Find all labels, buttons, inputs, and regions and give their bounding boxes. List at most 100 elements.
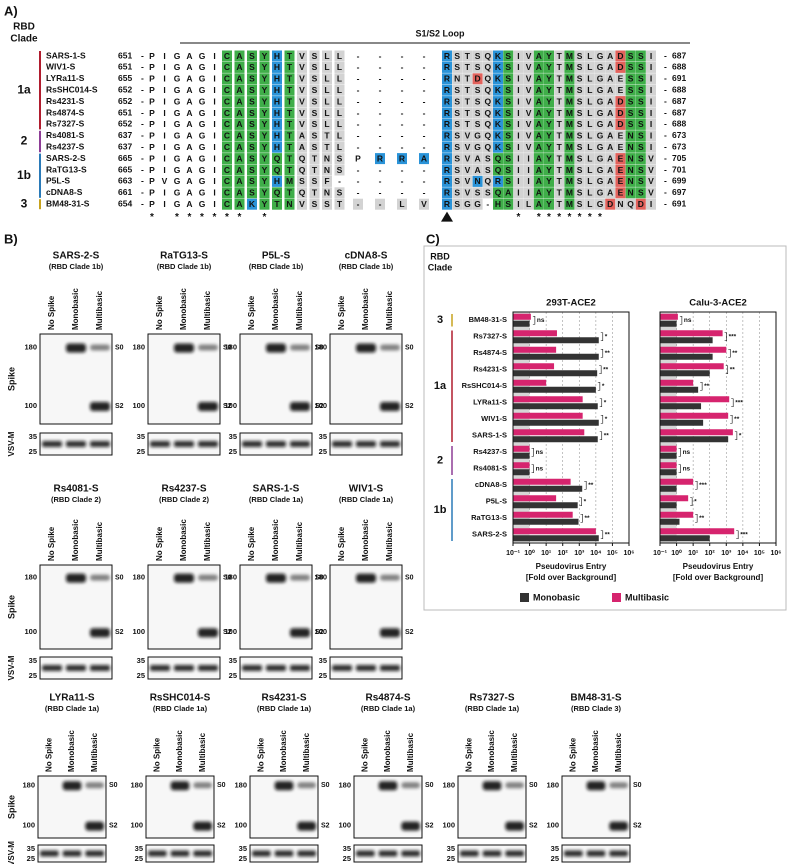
residue: I bbox=[527, 153, 529, 163]
residue: R bbox=[444, 165, 450, 175]
band bbox=[66, 441, 86, 447]
residue: V bbox=[465, 131, 471, 141]
residue: A bbox=[607, 176, 613, 186]
blot-axis-label: VSV-M bbox=[7, 841, 16, 864]
band bbox=[198, 665, 218, 671]
residue-cell bbox=[284, 153, 295, 165]
residue: S bbox=[454, 153, 460, 163]
residue-cell bbox=[544, 96, 554, 108]
significance-bracket bbox=[584, 480, 587, 490]
residue: H bbox=[495, 199, 501, 209]
residue-cell bbox=[259, 141, 270, 153]
residue: V bbox=[465, 153, 471, 163]
residue: I bbox=[163, 142, 165, 152]
band-label: S2 bbox=[425, 822, 434, 829]
residue-cell bbox=[222, 187, 232, 199]
residue: G bbox=[199, 108, 206, 118]
residue: S bbox=[638, 165, 644, 175]
significance-label: *** bbox=[699, 482, 707, 489]
residue: C bbox=[224, 51, 230, 61]
panel-label: B) bbox=[4, 231, 18, 246]
residue-cell bbox=[605, 118, 616, 130]
residue: - bbox=[357, 62, 360, 72]
residue-cell bbox=[544, 130, 554, 142]
residue: A bbox=[236, 74, 242, 84]
residue: A bbox=[236, 51, 242, 61]
bar bbox=[513, 370, 598, 377]
separator: - bbox=[664, 141, 667, 151]
residue: A bbox=[186, 108, 192, 118]
residue: A bbox=[536, 62, 542, 72]
residue-cell bbox=[584, 50, 595, 62]
residue-cell bbox=[284, 164, 295, 176]
residue-cell bbox=[462, 198, 473, 210]
residue: A bbox=[236, 62, 242, 72]
lane-label: No Spike bbox=[152, 737, 161, 772]
residue-cell bbox=[309, 187, 320, 199]
residue-cell bbox=[272, 187, 282, 199]
significance-bracket bbox=[695, 480, 698, 490]
marker-label: 35 bbox=[29, 432, 37, 441]
residue-cell bbox=[442, 96, 452, 108]
band bbox=[274, 781, 294, 791]
residue-cell bbox=[462, 118, 473, 130]
lane-label: Monobasic bbox=[67, 730, 76, 772]
band bbox=[505, 850, 524, 857]
residue-cell bbox=[605, 130, 616, 142]
residue-cell bbox=[635, 50, 646, 62]
residue: L bbox=[324, 85, 329, 95]
residue: G bbox=[174, 142, 181, 152]
residue-cell bbox=[513, 84, 524, 96]
conservation-star: * bbox=[567, 212, 571, 223]
residue-cell bbox=[625, 187, 636, 199]
residue: T bbox=[287, 165, 293, 175]
separator: - bbox=[141, 96, 144, 106]
residue: T bbox=[557, 153, 563, 163]
lane-label: No Spike bbox=[337, 295, 346, 330]
residue: V bbox=[526, 131, 532, 141]
significance-bracket bbox=[532, 315, 536, 325]
band bbox=[174, 573, 194, 583]
residue-cell bbox=[513, 50, 524, 62]
residue: - bbox=[379, 188, 382, 198]
residue: L bbox=[337, 74, 342, 84]
residue: T bbox=[557, 74, 563, 84]
residue-cell bbox=[574, 61, 585, 73]
blot-axis-label: Spike bbox=[6, 367, 16, 391]
residue: P bbox=[149, 96, 155, 106]
residue-cell bbox=[635, 107, 646, 119]
residue-cell bbox=[419, 153, 429, 165]
band bbox=[198, 344, 218, 351]
residue: P bbox=[149, 176, 155, 186]
residue: I bbox=[213, 85, 215, 95]
sequence-name: Rs4081-S bbox=[46, 130, 85, 140]
residue-cell bbox=[523, 50, 534, 62]
band bbox=[42, 665, 62, 671]
residue: S bbox=[454, 188, 460, 198]
residue-cell bbox=[452, 73, 463, 85]
residue-cell bbox=[646, 187, 656, 199]
residue-cell bbox=[259, 118, 270, 130]
band-label: S2 bbox=[315, 403, 324, 410]
residue-cell bbox=[595, 164, 605, 176]
residue: L bbox=[324, 51, 329, 61]
lane-label: No Spike bbox=[155, 526, 164, 561]
residue-cell bbox=[564, 84, 575, 96]
plot-frame bbox=[659, 311, 777, 544]
residue-cell bbox=[472, 164, 483, 176]
residue-cell bbox=[222, 198, 232, 210]
residue-cell bbox=[605, 96, 616, 108]
blot-subtitle: (RBD Clade 1a) bbox=[465, 704, 520, 713]
separator: - bbox=[664, 84, 667, 94]
residue: S bbox=[628, 85, 634, 95]
conservation-star: * bbox=[225, 212, 229, 223]
bar bbox=[660, 495, 689, 502]
significance-bracket bbox=[690, 497, 693, 507]
residue: S bbox=[577, 153, 583, 163]
x-axis-label: Pseudovirus Entry bbox=[536, 562, 607, 571]
residue: G bbox=[199, 131, 206, 141]
lane-label: Monobasic bbox=[71, 519, 80, 561]
band bbox=[90, 665, 110, 671]
significance-label: ** bbox=[603, 366, 609, 373]
residue: R bbox=[444, 51, 450, 61]
